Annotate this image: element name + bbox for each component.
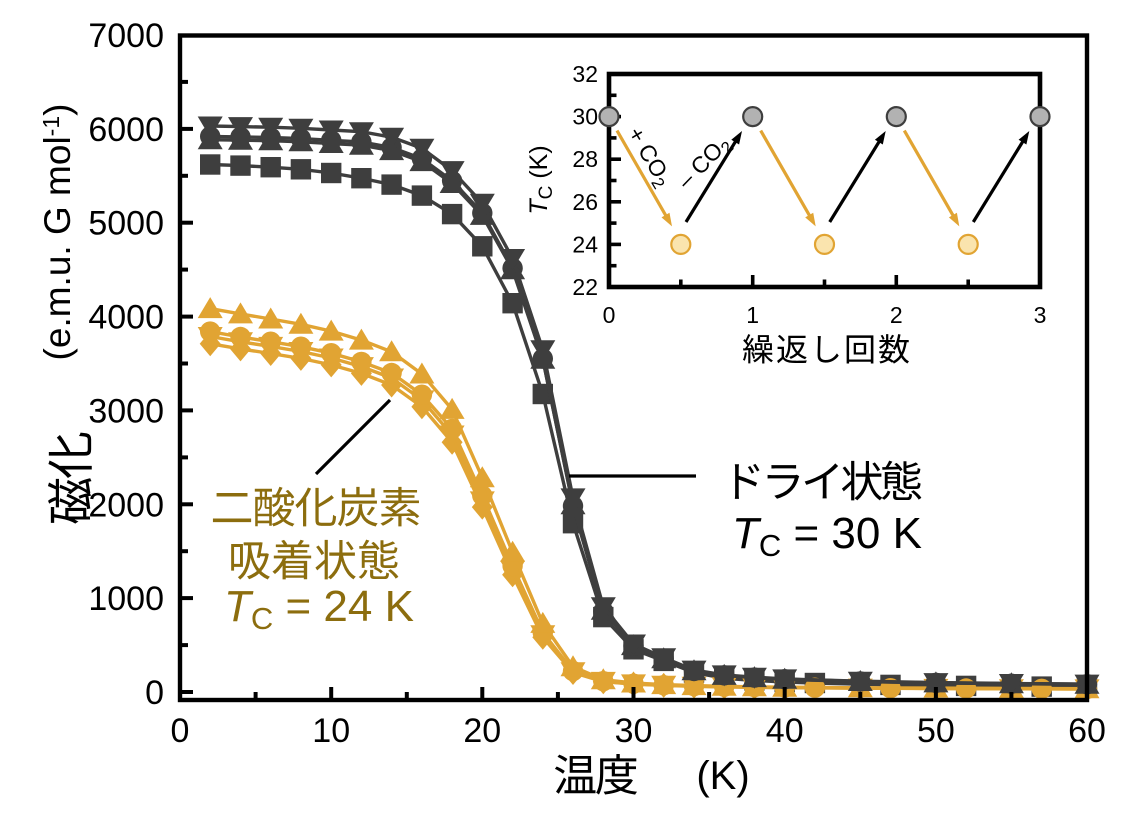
svg-text:1000: 1000 xyxy=(88,580,164,618)
svg-text:TC (K): TC (K) xyxy=(525,145,557,214)
svg-text:7000: 7000 xyxy=(88,17,164,55)
svg-text:0: 0 xyxy=(171,712,190,750)
svg-text:2: 2 xyxy=(890,302,903,328)
svg-text:(K): (K) xyxy=(696,754,749,798)
svg-text:0: 0 xyxy=(145,674,164,712)
svg-text:60: 60 xyxy=(1068,712,1106,750)
svg-text:0: 0 xyxy=(603,302,616,328)
svg-text:32: 32 xyxy=(572,61,598,87)
svg-text:24: 24 xyxy=(572,231,598,257)
svg-text:4000: 4000 xyxy=(88,299,164,337)
svg-text:30: 30 xyxy=(615,712,653,750)
svg-text:TC = 30 K: TC = 30 K xyxy=(732,509,922,563)
svg-text:20: 20 xyxy=(463,712,501,750)
svg-text:26: 26 xyxy=(572,189,598,215)
svg-text:1: 1 xyxy=(746,302,759,328)
svg-text:(e.m.u. G mol-1): (e.m.u. G mol-1) xyxy=(37,104,78,361)
svg-text:10: 10 xyxy=(312,712,350,750)
svg-text:5000: 5000 xyxy=(88,205,164,243)
svg-text:22: 22 xyxy=(572,274,598,300)
svg-text:3000: 3000 xyxy=(88,392,164,430)
svg-text:50: 50 xyxy=(917,712,955,750)
svg-text:28: 28 xyxy=(572,146,598,172)
svg-text:40: 40 xyxy=(766,712,804,750)
svg-text:TC = 24 K: TC = 24 K xyxy=(224,582,414,636)
svg-text:2000: 2000 xyxy=(88,486,164,524)
svg-text:6000: 6000 xyxy=(88,111,164,149)
svg-text:30: 30 xyxy=(572,104,598,130)
svg-text:3: 3 xyxy=(1034,302,1047,328)
